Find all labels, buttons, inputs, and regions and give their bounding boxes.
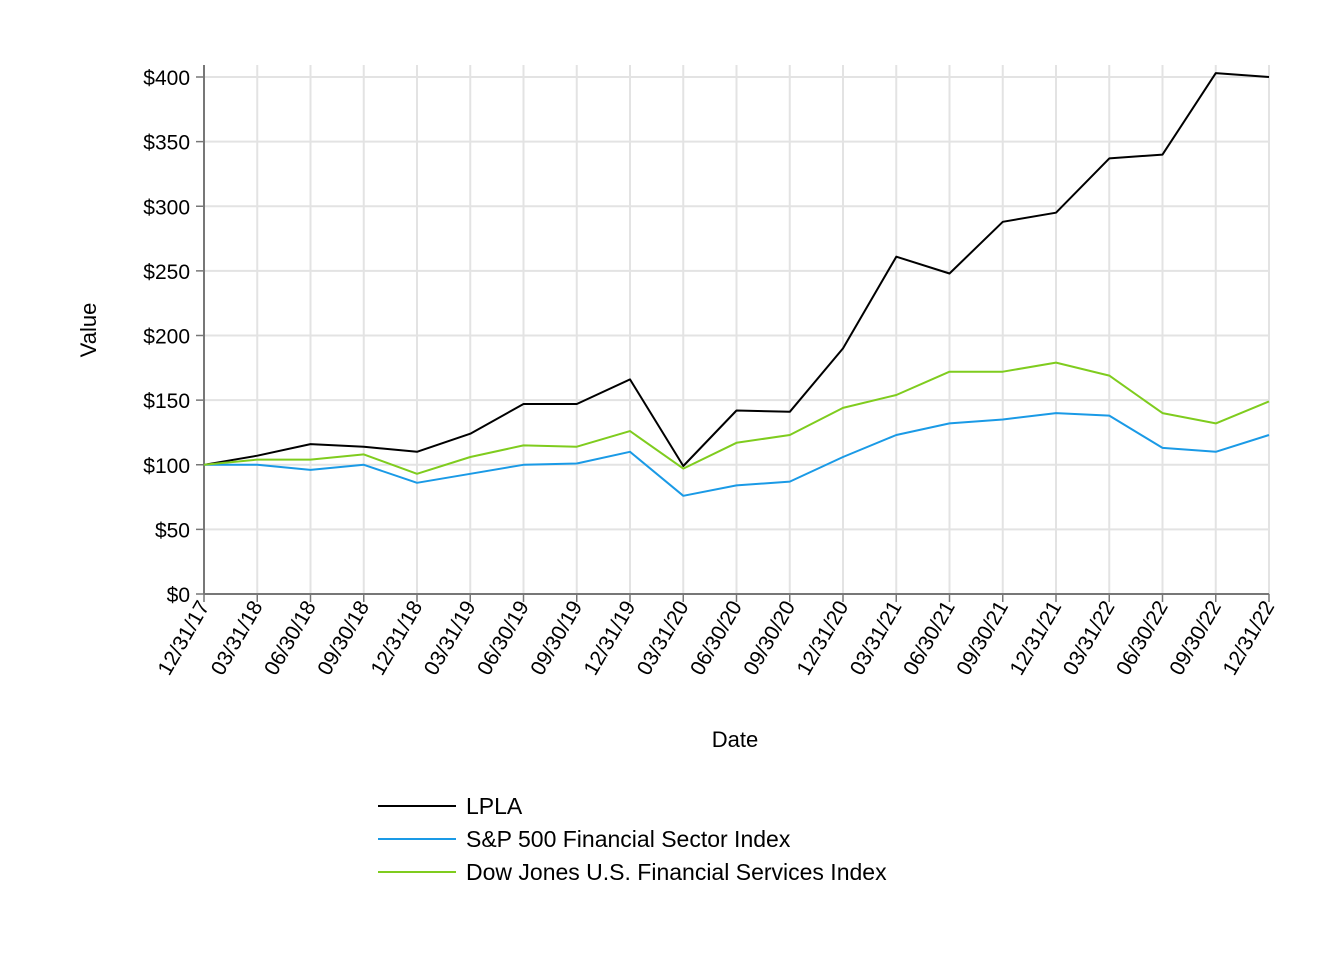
x-tick-label: 09/30/18 xyxy=(313,597,374,679)
y-axis-label: Value xyxy=(76,303,101,358)
x-tick-label: 03/31/21 xyxy=(846,597,907,679)
x-tick-label: 09/30/20 xyxy=(739,597,800,679)
x-tick-label: 12/31/18 xyxy=(367,597,428,679)
y-axis-ticks: $0 $50 $100 $150 $200 $250 $300 $350 $400 xyxy=(143,67,204,607)
x-tick-label: 03/31/19 xyxy=(420,597,481,679)
y-tick-label: $50 xyxy=(155,519,190,542)
series-line-1 xyxy=(203,72,1270,467)
x-tick-label: 12/31/21 xyxy=(1006,597,1067,679)
y-tick-label: $150 xyxy=(143,390,190,413)
series-line-3 xyxy=(203,361,1270,475)
x-tick-label: 12/31/20 xyxy=(793,597,854,679)
x-tick-label: 03/31/18 xyxy=(207,597,268,679)
y-tick-label: $250 xyxy=(143,261,190,284)
x-tick-label: 09/30/22 xyxy=(1165,597,1226,679)
legend-label: LPLA xyxy=(466,793,523,819)
x-axis-ticks: 12/31/1703/31/1806/30/1809/30/1812/31/18… xyxy=(154,594,1280,679)
y-tick-label: $350 xyxy=(143,132,190,155)
y-tick-label: $100 xyxy=(143,455,190,478)
x-tick-label: 03/31/20 xyxy=(633,597,694,679)
series-lines xyxy=(203,72,1270,497)
legend-label: Dow Jones U.S. Financial Services Index xyxy=(466,859,887,885)
x-tick-label: 12/31/19 xyxy=(580,597,641,679)
x-tick-label: 06/30/22 xyxy=(1112,597,1173,679)
x-tick-label: 09/30/21 xyxy=(952,597,1013,679)
y-tick-label: $0 xyxy=(167,584,190,607)
x-tick-label: 06/30/21 xyxy=(899,597,960,679)
x-axis-label: Date xyxy=(712,727,758,752)
legend: LPLA S&P 500 Financial Sector Index Dow Jo… xyxy=(378,793,887,885)
legend-label: S&P 500 Financial Sector Index xyxy=(466,826,791,852)
x-tick-label: 12/31/17 xyxy=(154,597,215,679)
y-tick-label: $300 xyxy=(143,196,190,219)
x-tick-label: 09/30/19 xyxy=(526,597,587,679)
gridlines xyxy=(204,65,1270,594)
x-tick-label: 06/30/19 xyxy=(473,597,534,679)
y-tick-label: $400 xyxy=(143,67,190,90)
x-tick-label: 06/30/18 xyxy=(260,597,321,679)
x-tick-label: 03/31/22 xyxy=(1059,597,1120,679)
x-tick-label: 12/31/22 xyxy=(1219,597,1280,679)
series-line-2 xyxy=(204,412,1270,497)
y-tick-label: $200 xyxy=(143,326,190,349)
x-tick-label: 06/30/20 xyxy=(686,597,747,679)
